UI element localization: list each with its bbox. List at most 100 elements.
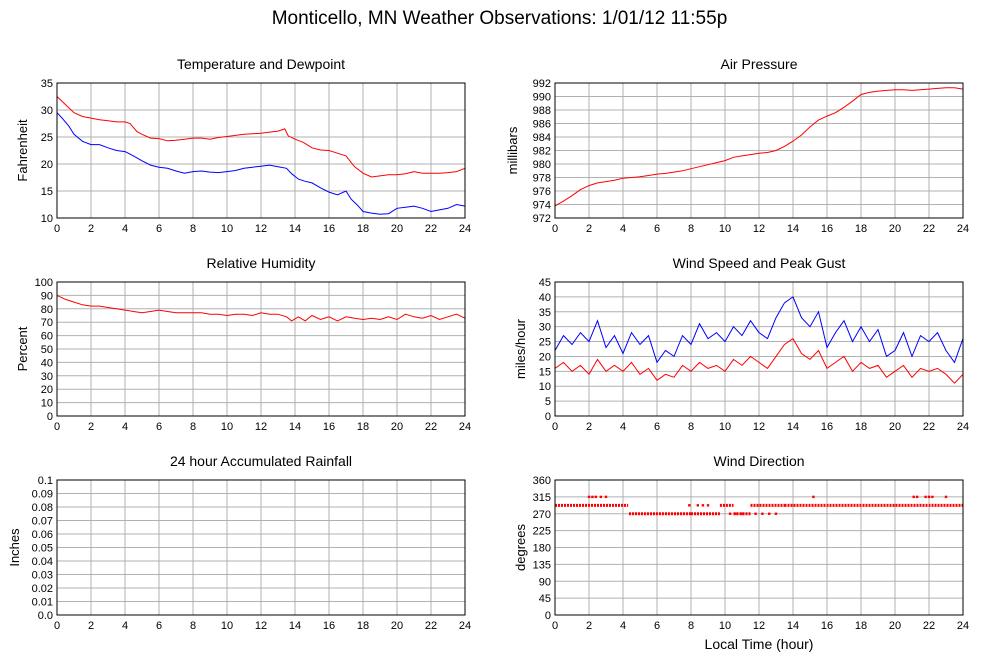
- pressure-xtick-label: 16: [821, 223, 833, 235]
- humidity-ytick-label: 70: [41, 317, 53, 329]
- direction-xtick-label: 0: [552, 620, 558, 632]
- direction-direction-point: [604, 495, 608, 499]
- humidity-xtick-label: 24: [459, 421, 471, 433]
- direction-ytick-label: 0: [545, 610, 551, 622]
- direction-direction-point: [591, 495, 594, 499]
- direction-ytick-label: 45: [539, 593, 551, 605]
- direction-xtick-label: 8: [688, 620, 694, 632]
- direction-direction-point: [924, 495, 927, 499]
- direction-direction-point: [944, 495, 948, 499]
- direction-direction-point: [740, 512, 744, 515]
- humidity-ytick-label: 50: [41, 344, 53, 356]
- humidity-ytick-label: 0: [47, 411, 53, 423]
- rain-plot-frame: [56, 479, 466, 616]
- pressure-xtick-label: 18: [855, 223, 867, 235]
- wind-series-0-line: [554, 296, 964, 364]
- wind-xtick-label: 0: [552, 421, 558, 433]
- direction-direction-point: [696, 504, 699, 507]
- pressure-xtick-label: 6: [654, 223, 660, 235]
- rain-xtick-label: 4: [122, 620, 128, 632]
- direction-ytick-label: 180: [533, 543, 551, 555]
- temp-xtick-label: 4: [122, 223, 128, 235]
- direction-xtick-label: 14: [787, 620, 799, 632]
- rain-ytick-label: 0.08: [32, 502, 53, 514]
- humidity-xtick-label: 8: [190, 421, 196, 433]
- wind-xtick-label: 14: [787, 421, 799, 433]
- direction-direction-point: [701, 504, 705, 507]
- temp-plot-frame: [56, 82, 466, 219]
- direction-xtick-label: 6: [654, 620, 660, 632]
- humidity-ylabel: Percent: [15, 326, 30, 371]
- pressure-xtick-label: 20: [889, 223, 901, 235]
- pressure-xtick-label: 4: [620, 223, 626, 235]
- wind-xtick-label: 6: [654, 421, 660, 433]
- humidity-xtick-label: 2: [88, 421, 94, 433]
- humidity-ytick-label: 20: [41, 384, 53, 396]
- direction-xtick-label: 2: [586, 620, 592, 632]
- direction-direction-point: [688, 504, 691, 507]
- temp-xtick-label: 0: [54, 223, 60, 235]
- direction-direction-point: [927, 495, 931, 499]
- direction-direction-point: [812, 495, 815, 499]
- direction-direction-point: [931, 495, 934, 499]
- rain-xtick-label: 2: [88, 620, 94, 632]
- rain-xtick-label: 20: [391, 620, 403, 632]
- direction-plot-frame: [554, 479, 964, 616]
- humidity-ytick-label: 60: [41, 331, 53, 343]
- pressure-series-0-line: [554, 87, 964, 207]
- direction-direction-point: [768, 512, 771, 515]
- direction-direction-point: [915, 495, 919, 499]
- temp-xtick-label: 2: [88, 223, 94, 235]
- direction-ytick-label: 360: [533, 475, 551, 487]
- humidity-xtick-label: 0: [54, 421, 60, 433]
- pressure-ytick-label: 978: [533, 173, 551, 185]
- humidity-ytick-label: 10: [41, 398, 53, 410]
- wind-xtick-label: 20: [889, 421, 901, 433]
- temp-xtick-label: 10: [221, 223, 233, 235]
- pressure-ytick-label: 986: [533, 119, 551, 131]
- wind-ytick-label: 45: [539, 277, 551, 289]
- humidity-xtick-label: 22: [425, 421, 437, 433]
- humidity-ytick-label: 90: [41, 290, 53, 302]
- pressure-xtick-label: 0: [552, 223, 558, 235]
- temp-series-1-line: [56, 112, 466, 215]
- humidity-title: Relative Humidity: [207, 255, 316, 271]
- direction-xlabel: Local Time (hour): [705, 636, 814, 652]
- wind-title: Wind Speed and Peak Gust: [673, 255, 846, 271]
- direction-ytick-label: 135: [533, 559, 551, 571]
- wind-ytick-label: 10: [539, 381, 551, 393]
- wind-ytick-label: 35: [539, 307, 551, 319]
- rain-ytick-label: 0.1: [38, 475, 53, 487]
- direction-direction-point: [587, 495, 591, 499]
- temp-xtick-label: 20: [391, 223, 403, 235]
- rain-ytick-label: 0.01: [32, 597, 53, 609]
- direction-ytick-label: 225: [533, 526, 551, 538]
- direction-ytick-label: 270: [533, 509, 551, 521]
- pressure-ytick-label: 972: [533, 213, 551, 225]
- rain-xtick-label: 10: [221, 620, 233, 632]
- humidity-xtick-label: 14: [289, 421, 301, 433]
- pressure-ylabel: millibars: [505, 126, 520, 174]
- wind-xtick-label: 4: [620, 421, 626, 433]
- rain-ytick-label: 0.05: [32, 543, 53, 555]
- direction-xtick-label: 20: [889, 620, 901, 632]
- humidity-xtick-label: 12: [255, 421, 267, 433]
- humidity-ytick-label: 100: [35, 277, 53, 289]
- pressure-xtick-label: 24: [957, 223, 969, 235]
- direction-xtick-label: 12: [753, 620, 765, 632]
- temp-xtick-label: 6: [156, 223, 162, 235]
- temp-ytick-label: 25: [41, 132, 53, 144]
- wind-xtick-label: 18: [855, 421, 867, 433]
- direction-direction-point: [912, 495, 915, 499]
- wind-ytick-label: 0: [545, 411, 551, 423]
- wind-ytick-label: 40: [539, 292, 551, 304]
- direction-ytick-label: 90: [539, 576, 551, 588]
- humidity-ytick-label: 80: [41, 304, 53, 316]
- direction-title: Wind Direction: [713, 453, 804, 469]
- pressure-xtick-label: 22: [923, 223, 935, 235]
- rain-xtick-label: 16: [323, 620, 335, 632]
- rain-ytick-label: 0.0: [38, 610, 53, 622]
- rain-xtick-label: 24: [459, 620, 471, 632]
- temp-xtick-label: 8: [190, 223, 196, 235]
